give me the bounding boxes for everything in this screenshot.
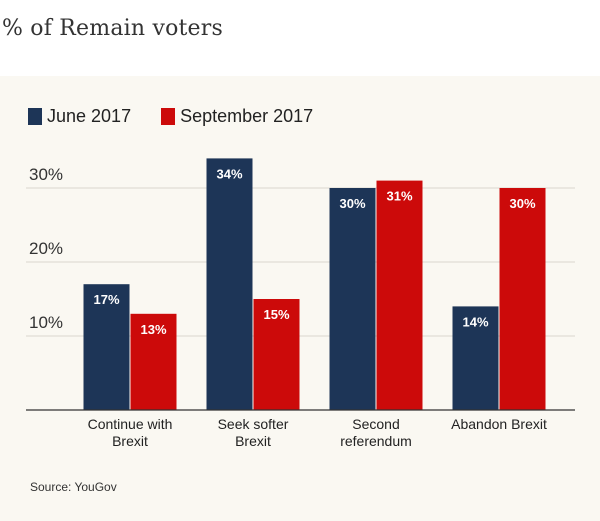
bar-june-abandon-brexit xyxy=(452,306,499,410)
y-tick-label-20: 20% xyxy=(29,239,63,258)
legend-label-june: June 2017 xyxy=(47,106,132,126)
bar-september-abandon-brexit xyxy=(499,188,546,410)
legend-item-september: September 2017 xyxy=(161,106,313,127)
x-tick-label-line: Brexit xyxy=(112,433,148,449)
bar-chart: 10% 20% 30% 17% 34% 30% 14% 13% 15% 31% 30% Continu… xyxy=(26,158,575,449)
data-label-june-continue-with-brexit: 17% xyxy=(93,292,119,307)
chart-panel: June 2017 September 2017 10% 20% 30% 17% 34%… xyxy=(0,76,600,521)
x-tick-label-line: Brexit xyxy=(235,433,271,449)
x-tick-label-line: Abandon Brexit xyxy=(451,416,547,432)
legend-label-september: September 2017 xyxy=(180,106,314,126)
bar-september-continue-with-brexit xyxy=(130,313,177,410)
bar-june-second-referendum xyxy=(329,188,376,410)
data-label-june-seek-softer-brexit: 34% xyxy=(216,166,242,181)
y-tick-label-10: 10% xyxy=(29,313,63,332)
bar-september-seek-softer-brexit xyxy=(253,299,300,410)
bar-june-seek-softer-brexit xyxy=(206,158,253,410)
data-label-september-seek-softer-brexit: 15% xyxy=(263,307,289,322)
x-tick-label-line: Seek softer xyxy=(218,416,289,432)
x-tick-label-seek-softer-brexit: Seek softer Brexit xyxy=(218,416,289,449)
x-tick-label-line: referendum xyxy=(340,433,412,449)
x-tick-label-abandon-brexit: Abandon Brexit xyxy=(451,416,547,432)
x-tick-label-line: Continue with xyxy=(88,416,173,432)
chart-title: % of Remain voters xyxy=(2,16,223,41)
bar-june-continue-with-brexit xyxy=(83,284,130,410)
legend: June 2017 September 2017 xyxy=(28,106,343,127)
data-label-june-second-referendum: 30% xyxy=(339,196,365,211)
source-note: Source: YouGov xyxy=(30,480,117,494)
bar-september-second-referendum xyxy=(376,180,423,410)
x-tick-label-second-referendum: Second referendum xyxy=(340,416,412,449)
data-label-june-abandon-brexit: 14% xyxy=(462,314,488,329)
legend-swatch-june xyxy=(28,108,42,125)
y-tick-label-30: 30% xyxy=(29,165,63,184)
data-label-september-continue-with-brexit: 13% xyxy=(140,322,166,337)
data-label-september-second-referendum: 31% xyxy=(386,189,412,204)
legend-swatch-september xyxy=(161,108,176,125)
x-tick-label-continue-with-brexit: Continue with Brexit xyxy=(88,416,173,449)
legend-item-june: June 2017 xyxy=(28,106,131,127)
x-tick-label-line: Second xyxy=(352,416,399,432)
data-label-september-abandon-brexit: 30% xyxy=(509,196,535,211)
